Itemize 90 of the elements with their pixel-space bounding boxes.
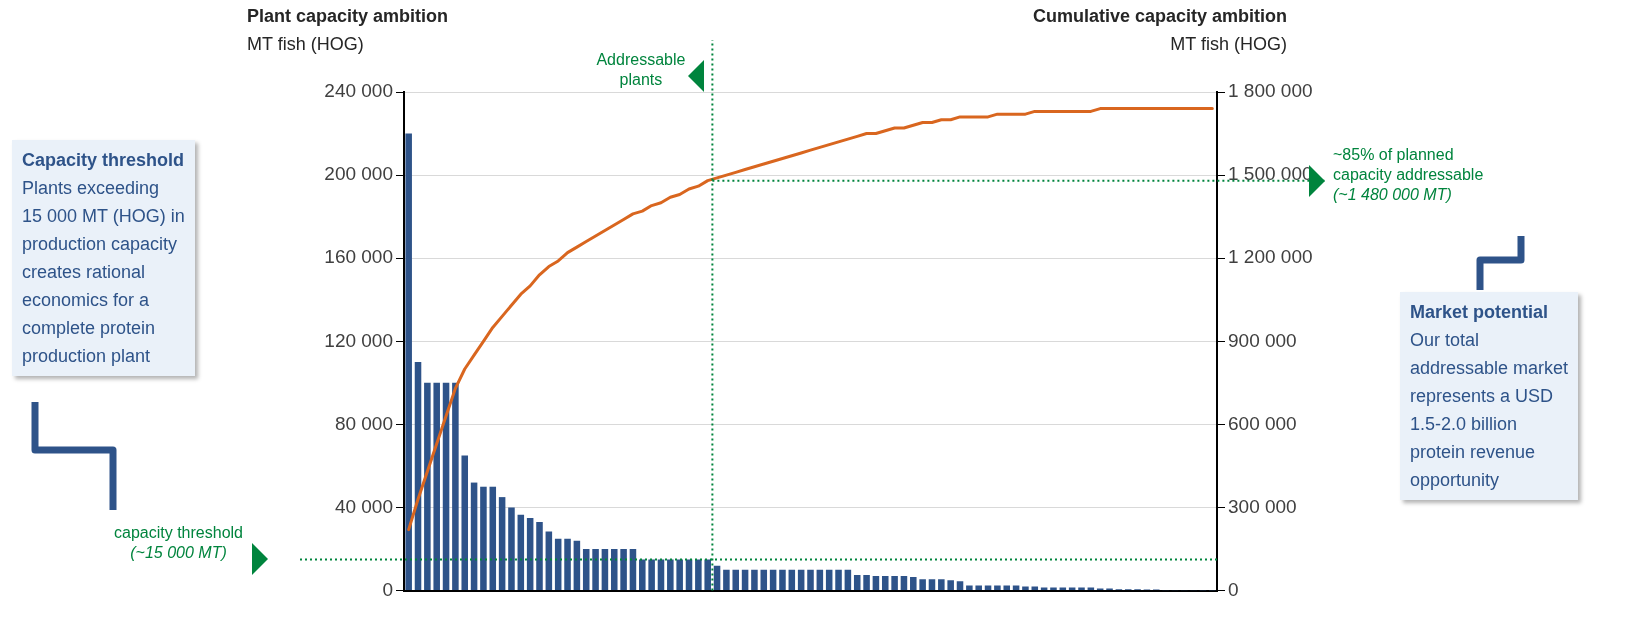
bar xyxy=(470,482,478,591)
y-tick-label: 40 000 xyxy=(334,495,393,517)
bar xyxy=(966,585,973,591)
bar xyxy=(872,576,880,591)
bar xyxy=(1059,587,1067,591)
bar xyxy=(601,549,609,591)
bar xyxy=(788,569,796,591)
bar xyxy=(592,549,599,591)
y-axis-title: Plant capacity ambition MT fish (HOG) xyxy=(247,6,449,54)
bar xyxy=(1068,587,1076,591)
bar xyxy=(835,569,842,591)
bar xyxy=(807,569,814,591)
bar xyxy=(760,569,768,591)
bar xyxy=(480,486,487,591)
text: Market potential Our total addressable market represents a USD 1.5-2.0 billion protein revenue opportunity xyxy=(1410,301,1569,490)
y2-tick-label: 300 000 xyxy=(1228,495,1297,517)
bar xyxy=(956,581,964,591)
bar xyxy=(910,577,917,591)
bar xyxy=(853,575,861,591)
bar xyxy=(1078,587,1085,591)
text: Addressable plants xyxy=(596,51,686,88)
y2-tick-label: 0 xyxy=(1228,578,1239,600)
bar xyxy=(639,559,646,591)
bar xyxy=(1031,586,1039,591)
bar xyxy=(667,559,674,591)
bar xyxy=(657,559,665,591)
bar xyxy=(489,486,497,591)
bar xyxy=(919,579,926,591)
bar xyxy=(816,569,824,591)
bar xyxy=(545,531,553,591)
y-tick-label: 240 000 xyxy=(324,80,393,102)
bar xyxy=(928,579,936,591)
bar xyxy=(685,559,693,591)
bar xyxy=(676,559,683,591)
y-tick-label: 0 xyxy=(382,578,393,600)
bar xyxy=(1022,586,1029,591)
bar xyxy=(723,569,730,591)
bar xyxy=(508,507,515,591)
y2-tick-label: 600 000 xyxy=(1228,412,1297,434)
bar xyxy=(498,497,506,591)
y-tick-label: 80 000 xyxy=(334,412,393,434)
bar xyxy=(610,549,618,591)
bar xyxy=(1012,585,1020,591)
bar xyxy=(844,569,852,591)
bar xyxy=(825,569,833,591)
bar xyxy=(713,565,721,591)
bar xyxy=(984,585,992,591)
bar xyxy=(891,576,898,591)
bar xyxy=(648,559,655,591)
y2-tick-label: 900 000 xyxy=(1228,329,1297,351)
y-tick-label: 200 000 xyxy=(324,163,393,185)
y2-tick-label: 1 200 000 xyxy=(1228,246,1313,268)
bar xyxy=(751,569,758,591)
bar xyxy=(564,538,571,591)
bar xyxy=(461,455,469,591)
bar xyxy=(769,569,777,591)
bar xyxy=(405,133,412,591)
bar xyxy=(863,575,870,591)
y-tick-label: 160 000 xyxy=(324,246,393,268)
bar xyxy=(452,382,459,591)
bar xyxy=(1050,587,1057,591)
bar xyxy=(526,517,534,591)
bar xyxy=(573,540,581,591)
bar xyxy=(582,549,590,591)
bar xyxy=(900,576,908,591)
text: Capacity threshold Plants exceeding 15 000 MT (HOG) in production capacity creates rational economics for a complete protein production plant xyxy=(22,149,185,366)
bar xyxy=(779,569,786,591)
bar xyxy=(947,580,954,591)
bar xyxy=(424,382,431,591)
bar xyxy=(536,522,543,591)
bar xyxy=(938,579,945,591)
bar xyxy=(1040,587,1048,591)
ref-line-label: ~85% of planned capacity addressable (~1 480 000 MT) xyxy=(1333,145,1484,203)
bar xyxy=(1087,587,1095,591)
bar xyxy=(881,576,889,591)
bar xyxy=(797,569,805,591)
y2-axis-title: Cumulative capacity ambition MT fish (HOG) xyxy=(1032,6,1287,54)
bar xyxy=(620,549,627,591)
y-tick-label: 120 000 xyxy=(324,329,393,351)
y2-tick-label: 1 800 000 xyxy=(1228,80,1313,102)
bar xyxy=(433,382,440,591)
ref-line-label: capacity threshold (~15 000 MT) xyxy=(114,524,243,562)
bar xyxy=(741,569,749,591)
bar xyxy=(1003,585,1011,591)
bar xyxy=(517,514,525,591)
bar xyxy=(695,559,702,591)
bar xyxy=(975,585,982,591)
bar xyxy=(994,585,1001,591)
bar xyxy=(732,569,740,591)
bar xyxy=(704,559,711,591)
